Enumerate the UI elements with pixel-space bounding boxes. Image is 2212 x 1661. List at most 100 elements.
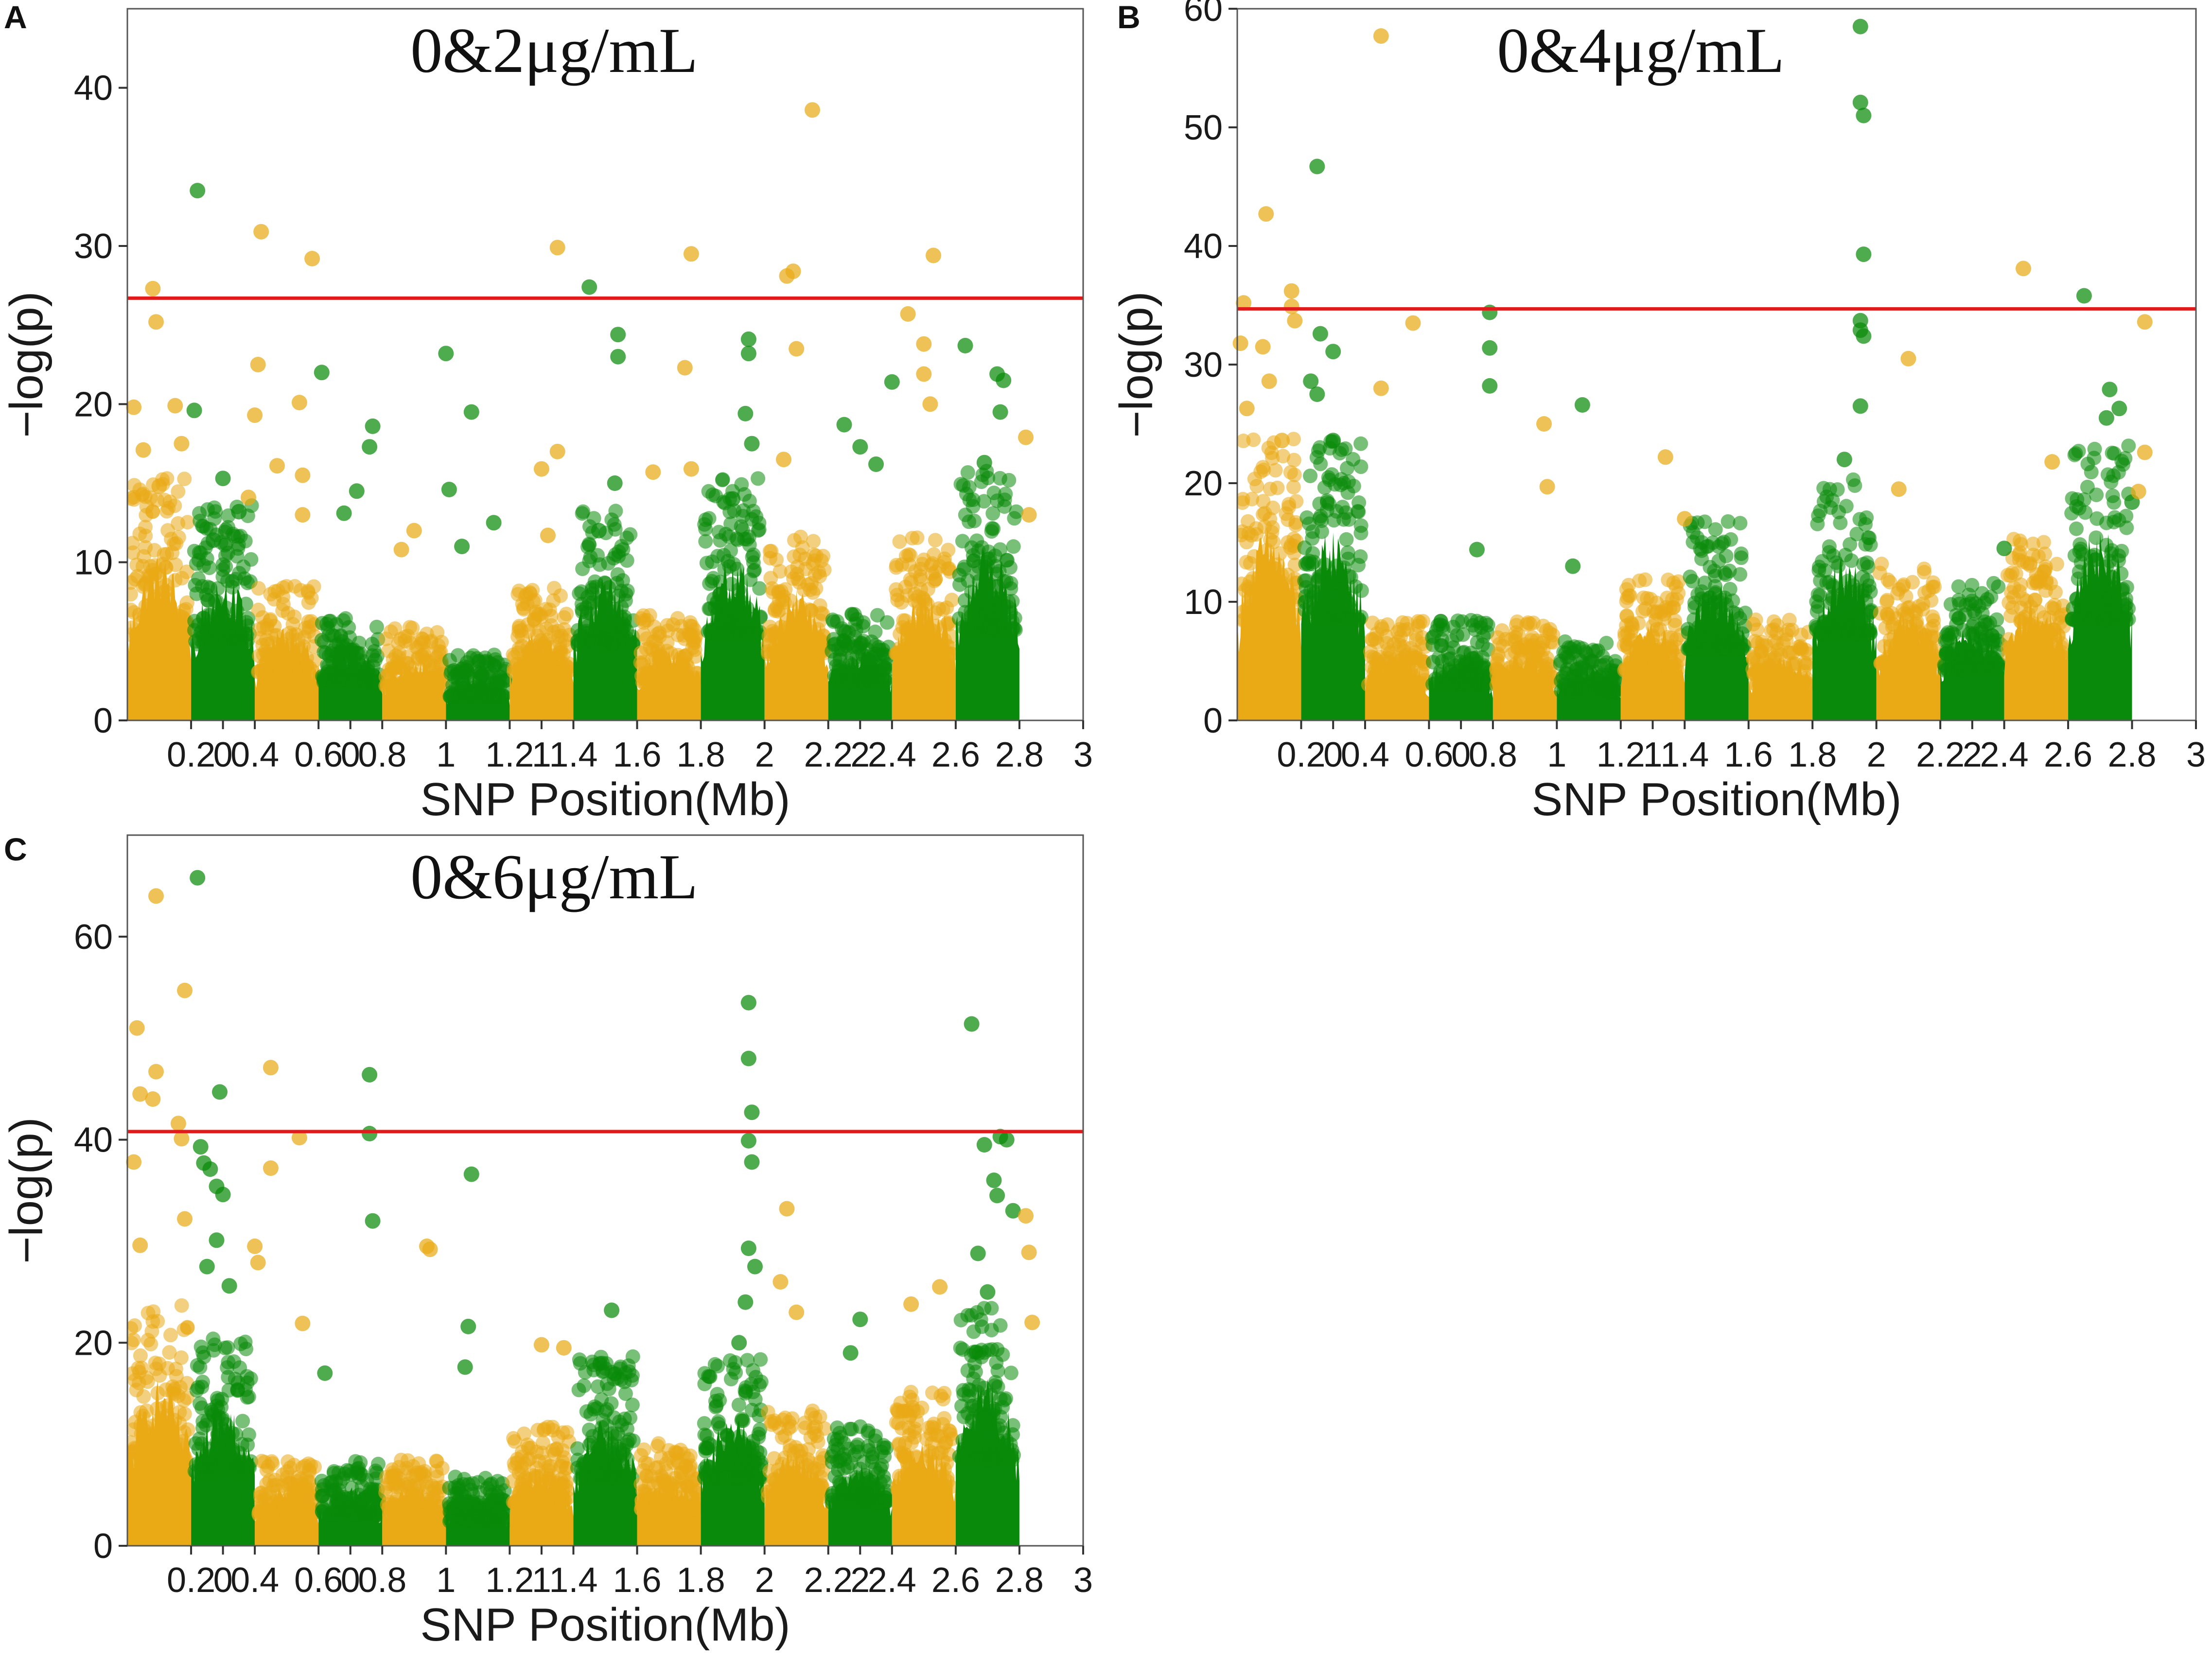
snp-point [2088,552,2103,567]
snp-point [422,655,437,670]
snp-point [1900,607,1915,622]
x-tick-label: 2.8 [995,735,1044,774]
snp-point [144,589,159,604]
snp-point [843,656,858,671]
snp-point [269,458,285,474]
y-tick-label: 0 [1203,701,1223,740]
x-tick-label: 2.4 [868,735,916,774]
snp-point [516,602,531,617]
snp-point [1007,511,1022,526]
snp-point [140,1333,156,1347]
snp-point [138,1453,153,1468]
snp-point [241,1427,256,1442]
snp-point [264,1454,279,1469]
chromosome-block [825,607,896,720]
snp-point [1686,640,1701,655]
snp-point [1476,658,1492,673]
snp-point [916,336,932,352]
snp-point [1287,313,1303,329]
snp-point [1900,350,1916,367]
x-tick-label: 1.4 [1660,735,1709,774]
snp-point [702,601,717,616]
x-tick-label: 0.8 [1469,735,1517,774]
snp-point [2022,649,2036,664]
snp-point [702,576,717,591]
snp-point [751,471,766,486]
snp-point [405,1507,421,1522]
snp-point [607,602,622,617]
snp-point [191,617,206,632]
snp-point [1305,531,1320,546]
snp-point [1836,452,1852,468]
snp-point [836,417,852,433]
snp-point [782,628,797,643]
snp-point [295,467,311,483]
snp-point [169,536,184,551]
snp-point [1482,304,1498,320]
snp-point [1432,617,1447,632]
snp-point [1373,380,1389,396]
snp-point [316,1507,332,1522]
x-tick-label: 2.2 [1916,735,1965,774]
snp-point [290,1482,305,1497]
snp-point [129,558,144,572]
snp-point [139,507,154,523]
snp-point [151,478,167,494]
snp-point [1408,650,1423,665]
chromosome-block [442,1469,514,1546]
snp-point [316,670,331,685]
snp-point [915,645,930,660]
snp-point [492,689,507,704]
snp-point [127,575,138,590]
snp-point [805,102,820,118]
x-tick-label: 0.8 [358,735,406,774]
x-tick-label: 2.6 [931,735,980,774]
snp-point [239,1342,253,1356]
snp-point [1858,517,1873,532]
snp-point [1985,635,2001,650]
snp-point [1823,596,1838,611]
snp-point [252,622,267,637]
snp-point [1791,640,1806,654]
snp-point [2000,568,2015,583]
snp-point [240,576,255,591]
snp-point [996,618,1010,633]
chromosome-block [952,464,1024,720]
x-tick-label: 2 [755,735,774,774]
snp-point [381,643,396,658]
chromosome-block [2000,532,2072,720]
snp-point [913,561,928,577]
snp-point [295,507,311,523]
snp-point [1244,528,1259,543]
snp-point [326,1483,341,1498]
snp-point [127,1445,140,1460]
snp-point [1639,637,1654,652]
snp-point [1268,463,1283,478]
snp-point [240,634,255,648]
snp-point [176,1448,191,1463]
snp-point [740,331,756,347]
snp-point [2072,544,2087,559]
snp-point [2079,575,2094,590]
x-tick-label: 1.8 [677,735,725,774]
chromosome-block [1680,514,1753,720]
snp-point [1856,557,1871,572]
snp-point [152,1356,167,1371]
snp-point [1879,593,1895,608]
y-tick-label: 40 [1184,227,1223,266]
snp-point [486,515,502,531]
x-tick-label: 2 [850,735,870,774]
snp-point [1353,610,1369,625]
snp-point [2137,444,2153,460]
snp-point [1752,677,1767,692]
snp-point [776,452,791,468]
snp-point [848,675,863,690]
snp-point [1516,668,1531,683]
snp-point [423,635,438,650]
snp-point [145,1437,160,1452]
snp-point [1957,663,1972,678]
snp-point [957,338,973,353]
snp-point [763,571,778,586]
snp-point [1392,622,1407,637]
y-tick-label: 60 [1184,0,1223,29]
